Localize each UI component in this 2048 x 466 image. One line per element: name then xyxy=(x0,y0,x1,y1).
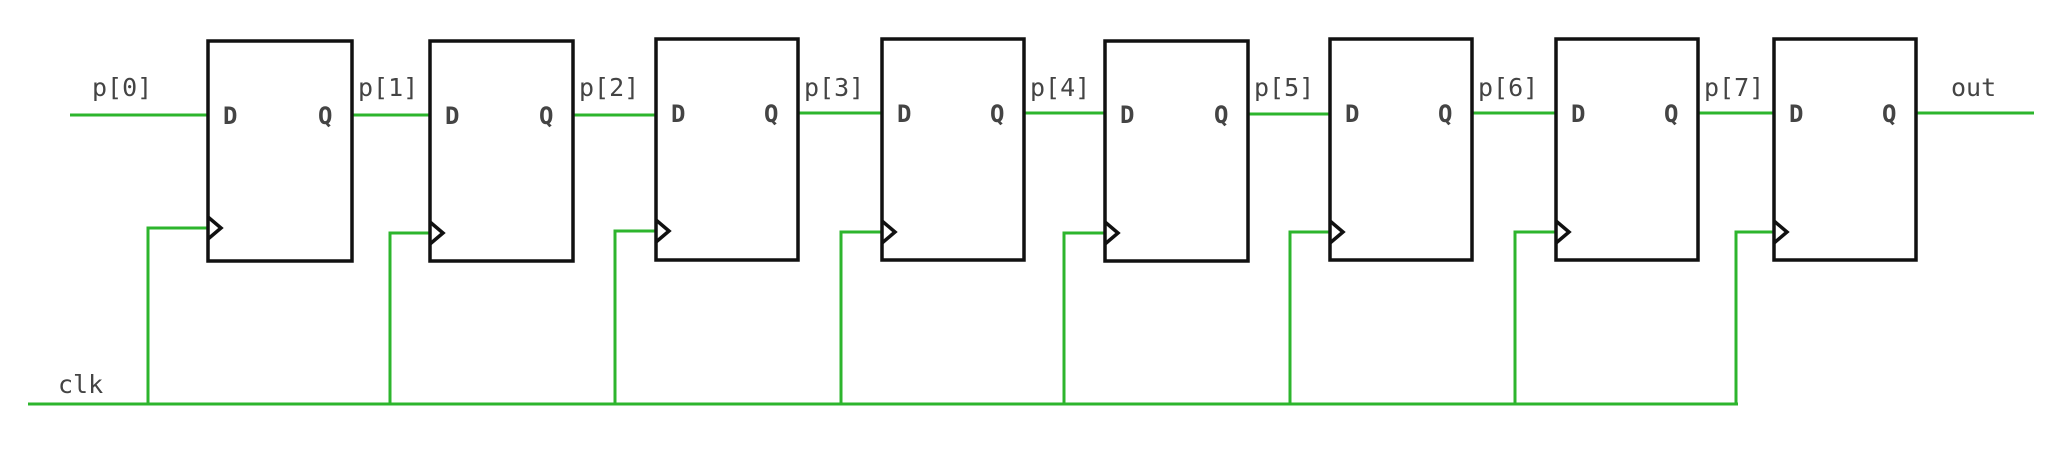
clock-triangle-icon xyxy=(428,220,446,246)
clock-triangle-icon xyxy=(654,218,672,244)
q-port-label: Q xyxy=(318,102,332,130)
d-port-label: D xyxy=(445,102,459,130)
flip-flop-box xyxy=(880,37,1026,262)
clock-branch-wire xyxy=(1288,230,1330,404)
clock-branch-wire xyxy=(388,231,430,404)
net-label-p2: p[2] xyxy=(579,73,639,102)
clock-triangle-icon xyxy=(1554,219,1572,245)
output-label: out xyxy=(1951,73,1996,102)
net-label-p6: p[6] xyxy=(1478,73,1538,102)
net-label-p1: p[1] xyxy=(358,73,418,102)
clock-triangle-icon xyxy=(1103,220,1121,246)
flip-flop-box xyxy=(206,39,354,263)
d-port-label: D xyxy=(1571,100,1585,128)
net-label-p0: p[0] xyxy=(92,73,152,102)
q-port-label: Q xyxy=(1214,101,1228,129)
net-label-p3: p[3] xyxy=(804,73,864,102)
net-label-p5: p[5] xyxy=(1254,73,1314,102)
clock-branch-wire xyxy=(146,226,208,404)
flip-flop-box xyxy=(1103,39,1250,263)
flip-flop-box xyxy=(654,37,800,262)
net-labels: p[0] p[1] p[2] p[3] p[4] p[5] p[6] p[7] out clk xyxy=(58,73,1996,399)
net-label-p4: p[4] xyxy=(1030,73,1090,102)
clock-branch-wire xyxy=(613,229,656,404)
q-port-label: Q xyxy=(764,100,778,128)
d-port-label: D xyxy=(1789,100,1803,128)
clock-triangle-icon xyxy=(1328,219,1346,245)
clock-triangle-icon xyxy=(880,219,898,245)
d-port-label: D xyxy=(1120,101,1134,129)
clock-branch-wire xyxy=(1513,230,1556,404)
clock-triangle-icon xyxy=(206,215,224,241)
d-port-label: D xyxy=(1345,100,1359,128)
q-port-label: Q xyxy=(1664,100,1678,128)
q-port-label: Q xyxy=(990,100,1004,128)
clock-branch-wire xyxy=(839,230,882,404)
wires xyxy=(28,111,2034,406)
flip-flop-box xyxy=(1772,37,1918,262)
clock-branch-wire xyxy=(1062,231,1105,404)
flip-flop-box xyxy=(1328,37,1474,262)
q-port-label: Q xyxy=(1438,100,1452,128)
clock-branch-wire xyxy=(1734,230,1774,404)
d-port-label: D xyxy=(897,100,911,128)
d-port-label: D xyxy=(671,100,685,128)
net-label-p7: p[7] xyxy=(1704,73,1764,102)
clock-label: clk xyxy=(58,370,103,399)
d-port-label: D xyxy=(223,102,237,130)
clock-triangle-icon xyxy=(1772,219,1790,245)
flip-flop-box xyxy=(1554,37,1700,262)
q-port-label: Q xyxy=(539,102,553,130)
flip-flop-box xyxy=(428,39,575,263)
q-port-label: Q xyxy=(1882,100,1896,128)
